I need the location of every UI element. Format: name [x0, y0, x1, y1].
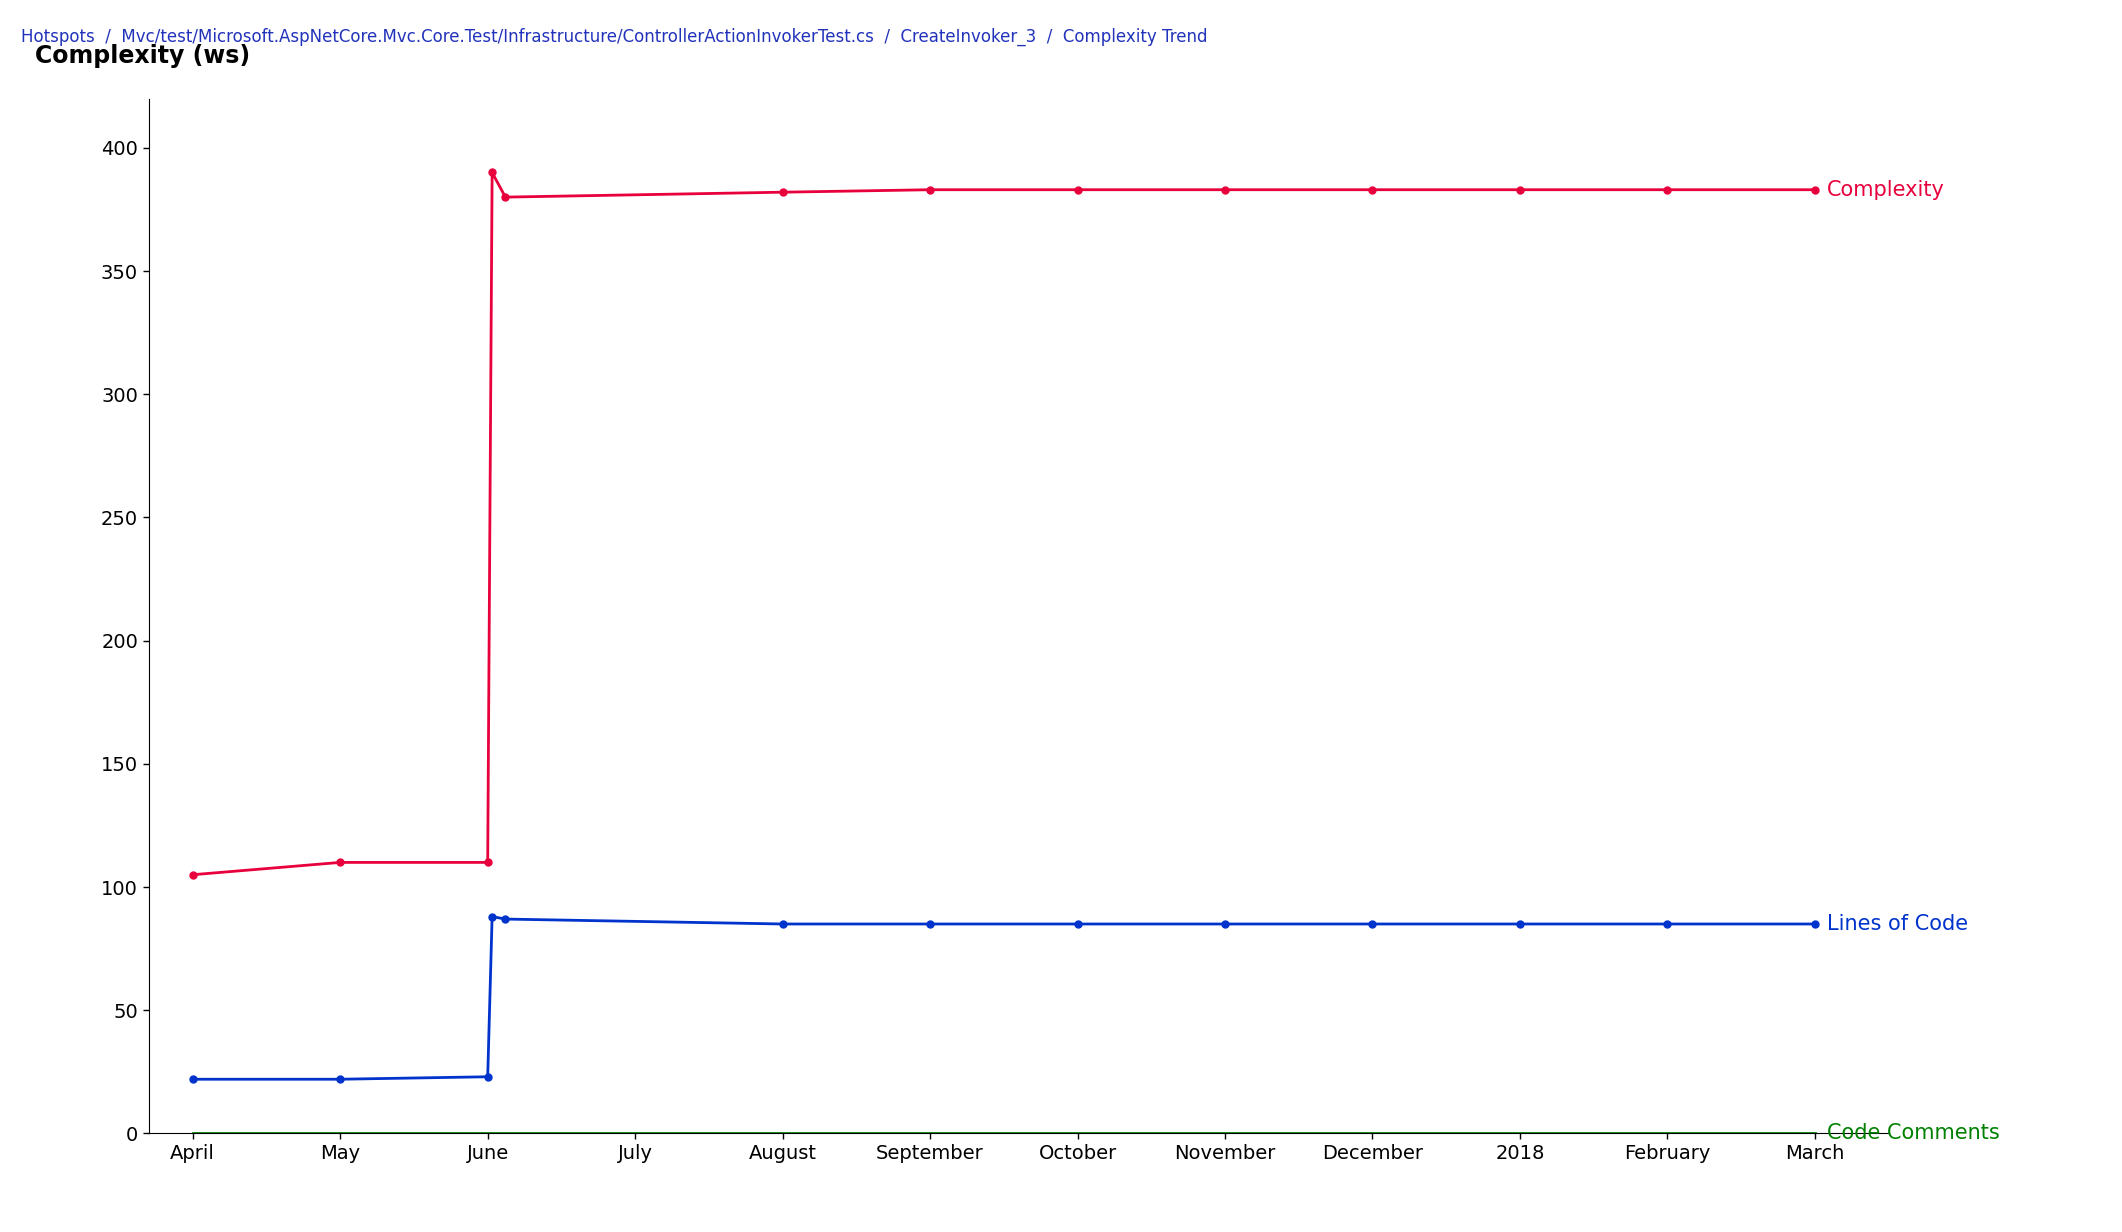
Text: Complexity (ws): Complexity (ws) — [36, 43, 250, 68]
Text: Code Comments: Code Comments — [1827, 1124, 1999, 1143]
Text: Lines of Code: Lines of Code — [1827, 914, 1967, 934]
Text: Complexity: Complexity — [1827, 180, 1944, 200]
Text: Hotspots  /  Mvc/test/Microsoft.AspNetCore.Mvc.Core.Test/Infrastructure/Controll: Hotspots / Mvc/test/Microsoft.AspNetCore… — [21, 28, 1207, 47]
